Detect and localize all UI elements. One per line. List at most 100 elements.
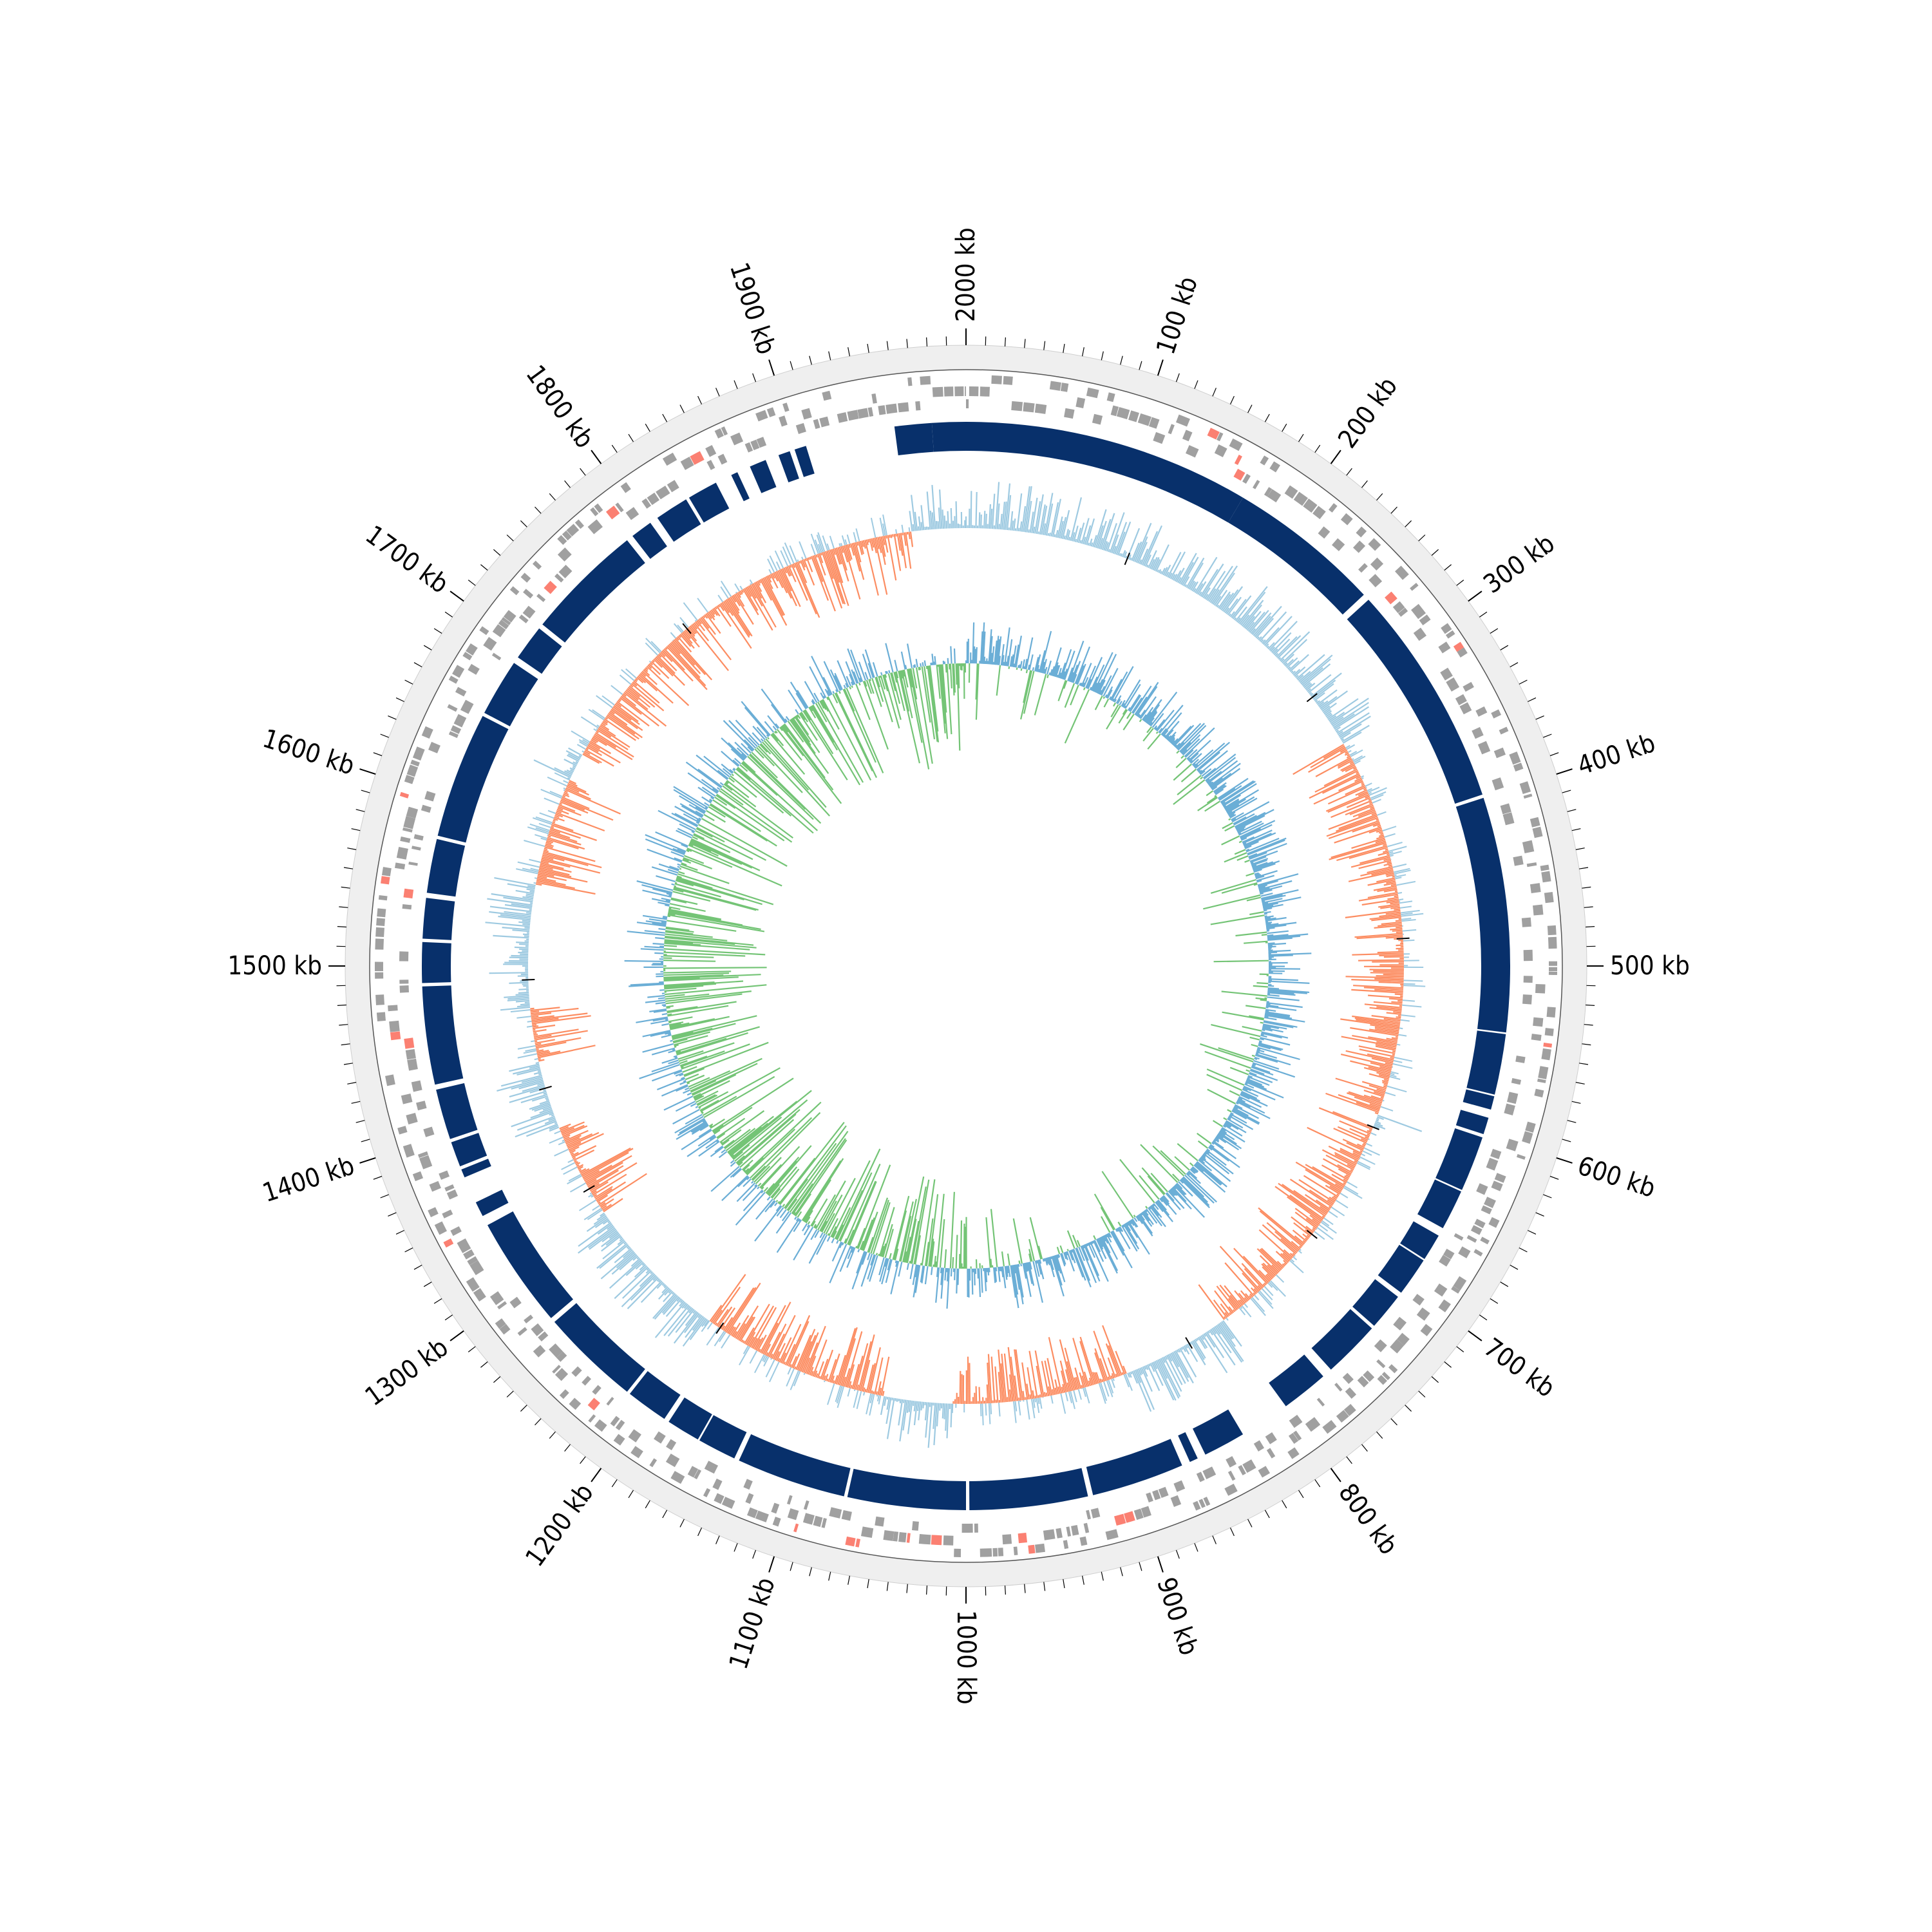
skew-bar	[672, 1023, 736, 1041]
skew-bar	[761, 1190, 764, 1194]
skew-bar	[790, 681, 808, 709]
feature-mark	[1492, 777, 1504, 791]
feature-mark	[1368, 538, 1381, 551]
skew-bar	[663, 972, 730, 976]
gc-bar	[876, 1394, 878, 1397]
skew-bar	[827, 1233, 830, 1236]
skew-bar	[949, 1191, 955, 1269]
feature-mark	[1374, 1339, 1387, 1352]
skew-bar	[1023, 1262, 1032, 1297]
gc-bar	[568, 1173, 582, 1182]
gc-bar	[820, 1358, 829, 1379]
minor-tick	[388, 1212, 397, 1217]
skew-bar	[1195, 1162, 1222, 1186]
skew-bar	[1252, 862, 1268, 869]
gc-bar	[777, 570, 792, 599]
skew-bar	[1260, 999, 1267, 1001]
minor-tick	[790, 1562, 793, 1571]
gc-bar	[795, 562, 820, 618]
gc-bar	[813, 554, 836, 612]
gc-bar	[1256, 1248, 1281, 1272]
skew-bar	[712, 1077, 794, 1132]
skew-bar	[1060, 649, 1072, 679]
skew-bar	[855, 683, 871, 720]
feature-mark	[620, 482, 631, 493]
skew-bar	[820, 700, 827, 710]
feature-mark	[1511, 1078, 1522, 1085]
gc-bar	[1361, 782, 1364, 784]
skew-bar	[674, 886, 759, 911]
gc-bar	[563, 793, 570, 798]
gc-bar	[1298, 1250, 1302, 1254]
skew-bar	[909, 1264, 914, 1280]
skew-bar	[1152, 1204, 1155, 1207]
gc-bar	[1358, 791, 1368, 797]
gc-bar	[589, 740, 611, 754]
gc-bar	[1383, 1018, 1401, 1022]
gc-bar	[864, 1388, 867, 1392]
gc-bar	[1074, 1377, 1079, 1390]
skew-bar	[746, 1177, 750, 1180]
gc-bar	[565, 750, 581, 759]
feature-mark	[694, 1469, 702, 1480]
gc-bar	[762, 1355, 766, 1361]
gc-bar	[1130, 1371, 1133, 1375]
gc-bar	[1403, 985, 1426, 987]
gc-bar	[916, 1401, 920, 1412]
feature-mark	[587, 519, 603, 535]
gc-bar	[1171, 574, 1176, 580]
gc-bar	[1083, 1371, 1090, 1387]
feature-mark	[1253, 1440, 1265, 1452]
gc-bar	[569, 1146, 580, 1152]
skew-bar	[1025, 637, 1034, 670]
gc-bar	[1311, 672, 1342, 697]
skew-bar	[699, 1124, 709, 1132]
gc-bar	[622, 693, 627, 697]
skew-bar	[1248, 853, 1258, 858]
gc-bar	[912, 524, 915, 531]
skew-bar	[1268, 949, 1291, 952]
minor-tick	[564, 480, 571, 488]
gc-bar	[861, 540, 864, 547]
skew-bar	[1260, 889, 1299, 900]
skew-bar	[665, 990, 752, 1002]
gc-bar	[911, 495, 916, 531]
feature-mark	[641, 498, 652, 509]
skew-bar	[1032, 1261, 1043, 1303]
gc-bar	[1353, 755, 1366, 763]
feature-mark	[1506, 1139, 1519, 1151]
gc-bar	[596, 729, 629, 751]
skew-bar	[676, 876, 713, 889]
skew-bar	[697, 1091, 729, 1108]
gc-bar	[1289, 654, 1309, 672]
skew-bar	[1245, 1005, 1266, 1009]
gc-bar	[1058, 520, 1064, 538]
feature-mark	[1363, 1370, 1375, 1382]
block-segment	[1455, 797, 1510, 966]
gc-bar	[1352, 1152, 1361, 1157]
feature-mark	[1253, 480, 1260, 489]
feature-mark	[405, 1048, 416, 1060]
gc-bar	[1325, 1092, 1379, 1113]
feature-mark	[402, 1144, 415, 1158]
skew-bar	[786, 1142, 837, 1211]
gc-bar	[1392, 1054, 1396, 1056]
skew-bar	[1070, 665, 1079, 683]
gc-bar	[1354, 1160, 1358, 1163]
gc-bar	[629, 685, 656, 708]
feature-mark	[1318, 526, 1331, 539]
gc-bar	[753, 1338, 761, 1350]
skew-bar	[963, 1223, 965, 1269]
skew-bar	[807, 1221, 811, 1225]
gc-bar	[1302, 663, 1331, 687]
skew-bar	[712, 799, 761, 832]
skew-bar	[687, 1092, 692, 1096]
gc-bar	[566, 1133, 593, 1146]
skew-bar	[674, 1046, 677, 1048]
feature-mark	[558, 564, 573, 578]
gc-bar	[1321, 1220, 1330, 1227]
gc-bar	[975, 1386, 978, 1404]
skew-bar	[898, 1262, 903, 1277]
skew-bar	[1187, 757, 1191, 761]
gc-bar	[1297, 674, 1304, 681]
